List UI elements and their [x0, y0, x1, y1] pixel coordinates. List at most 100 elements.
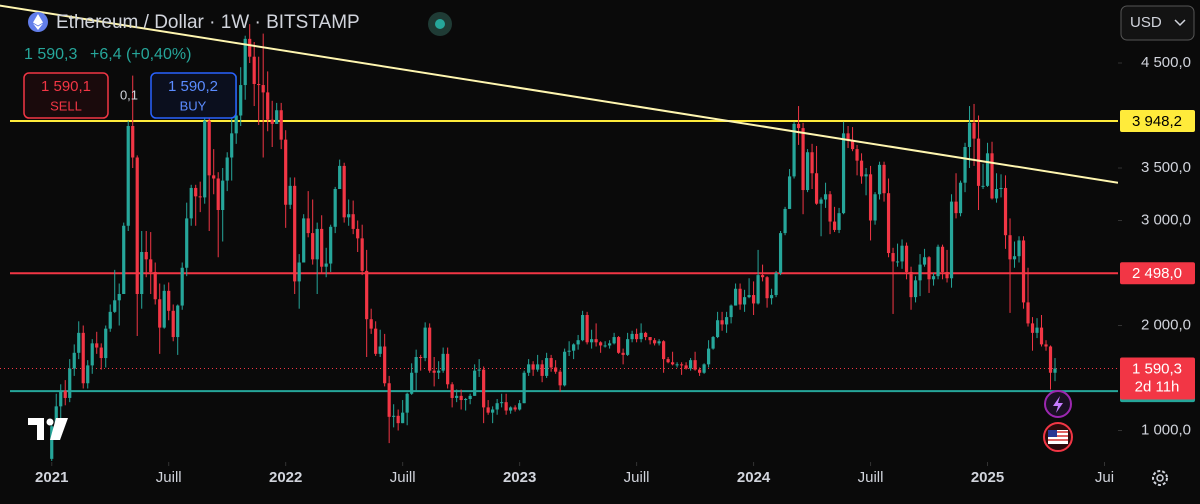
candle-body	[77, 332, 81, 353]
candle-body	[913, 280, 918, 298]
candle-body	[248, 38, 252, 57]
settings-gear[interactable]	[1152, 470, 1168, 486]
event-flag[interactable]	[1043, 422, 1073, 452]
candle-body	[922, 257, 927, 265]
candle-body	[59, 390, 63, 407]
candle-body	[967, 122, 972, 147]
candle-body	[801, 128, 805, 191]
currency-button[interactable]: USD	[1120, 5, 1195, 41]
candle-body	[446, 353, 450, 385]
settings-gear-hub[interactable]	[1156, 474, 1164, 482]
x-tick-label: 2023	[503, 469, 536, 486]
sell-price[interactable]: 1 590,1	[41, 78, 91, 95]
candle-body	[886, 193, 891, 254]
candle-body	[365, 270, 369, 320]
candle-body	[527, 364, 531, 373]
sell-button[interactable]: 1 590,1 SELL	[23, 72, 109, 119]
x-tick-label: 2022	[269, 469, 302, 486]
y-tick-label: 4 500,0	[1141, 54, 1191, 71]
candle-body	[1053, 368, 1057, 373]
candle-body	[688, 360, 693, 369]
y-tick-label: 1 000,0	[1141, 421, 1191, 438]
candle-body	[653, 340, 657, 344]
candle-body	[315, 228, 319, 260]
tv-logo-dot	[46, 418, 54, 426]
candle-body	[1003, 187, 1008, 236]
candle-body	[936, 246, 940, 277]
candle-body	[805, 152, 810, 191]
candle-body	[171, 310, 175, 338]
candle-body	[455, 395, 459, 398]
candle-body	[293, 185, 297, 282]
buy-label[interactable]: BUY	[180, 98, 207, 113]
candle-body	[230, 133, 234, 158]
candle-body	[594, 339, 598, 343]
candle-body	[99, 347, 103, 359]
event-flash[interactable]	[1044, 390, 1072, 418]
candle-body	[949, 201, 954, 279]
candle-body	[369, 319, 373, 329]
y-tick-label: 3 500,0	[1141, 159, 1191, 176]
candle-body	[778, 233, 783, 273]
candle-body	[207, 120, 211, 176]
candle-body	[985, 153, 990, 186]
sell-label[interactable]: SELL	[50, 98, 82, 113]
candle-body	[864, 174, 868, 177]
candle-body	[576, 340, 580, 345]
currency-caret[interactable]	[1174, 19, 1186, 27]
candle-body	[765, 277, 769, 299]
candle-body	[203, 120, 207, 198]
candle-body	[108, 311, 112, 329]
candle-body	[149, 259, 153, 272]
candle-body	[104, 328, 108, 359]
candle-body	[135, 157, 139, 294]
eth-logo-glyph	[33, 14, 43, 30]
candle-body	[1039, 327, 1044, 345]
buy-button[interactable]: 1 590,2 BUY	[150, 72, 237, 119]
candle-body	[918, 264, 922, 281]
candle-body	[126, 126, 130, 226]
candle-body	[670, 362, 675, 365]
candle-body	[468, 395, 472, 399]
candle-body	[234, 115, 238, 134]
candle-body	[500, 402, 504, 404]
candle-body	[648, 337, 652, 341]
candle-body	[284, 139, 288, 205]
candle-body	[320, 228, 324, 267]
currency-box[interactable]	[1120, 5, 1195, 41]
buy-box[interactable]	[150, 72, 237, 119]
candle-body	[86, 365, 90, 384]
candle-body	[491, 409, 495, 413]
candle-body	[572, 344, 576, 351]
candle-body	[162, 290, 166, 328]
candle-body	[531, 364, 535, 370]
sell-box[interactable]	[23, 72, 109, 119]
candle-body	[513, 407, 517, 410]
candle-body	[675, 364, 679, 366]
candle-body	[347, 214, 351, 218]
settings-button[interactable]	[1152, 470, 1168, 486]
tv-logo-t	[28, 418, 44, 440]
candle-body	[769, 295, 774, 299]
candle-body	[212, 175, 216, 179]
event-flash-icon[interactable]	[1053, 396, 1063, 413]
candle-body	[994, 189, 999, 199]
candle-body	[697, 369, 702, 373]
candle-body	[1035, 327, 1039, 333]
candle-body	[554, 367, 558, 372]
candle-body	[324, 263, 328, 267]
candle-body	[882, 164, 886, 194]
buy-price[interactable]: 1 590,2	[168, 78, 218, 95]
candle-body	[81, 332, 85, 384]
candle-body	[329, 226, 333, 264]
candle-body	[419, 357, 423, 359]
candle-body	[724, 317, 729, 325]
candle-body	[603, 345, 607, 347]
currency[interactable]: USD	[1130, 14, 1162, 31]
candle-body	[608, 343, 612, 346]
candle-body	[176, 305, 180, 338]
candle-body	[945, 271, 949, 279]
candle-body	[990, 153, 994, 199]
candle-body	[958, 182, 963, 214]
